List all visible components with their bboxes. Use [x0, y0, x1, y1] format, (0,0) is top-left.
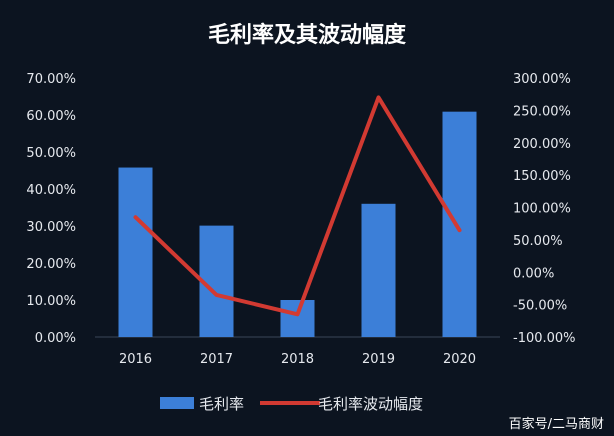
y-left-tick-label: 50.00%: [26, 146, 76, 161]
x-tick-label: 2016: [119, 352, 152, 367]
bar: [361, 203, 396, 337]
line-series: [133, 95, 462, 317]
chart-title: 毛利率及其波动幅度: [208, 22, 407, 48]
y-right-tick-label: 100.00%: [513, 202, 571, 217]
bar: [442, 111, 477, 337]
legend: 毛利率 毛利率波动幅度: [160, 395, 423, 413]
y-right-tick-label: -100.00%: [513, 331, 576, 346]
x-tick-label: 2018: [281, 352, 314, 367]
y-right-tick-label: 250.00%: [513, 104, 571, 119]
legend-label-bar: 毛利率: [199, 395, 244, 413]
y-right-tick-label: 200.00%: [513, 137, 571, 152]
watermark: 百家号/二马商财: [509, 416, 604, 432]
y-left-tick-label: 40.00%: [26, 183, 76, 198]
x-tick-label: 2019: [362, 352, 395, 367]
left-axis-ticks: 0.00% 10.00% 20.00% 30.00% 40.00% 50.00% 60.00…: [26, 72, 76, 346]
y-left-tick-label: 30.00%: [26, 220, 76, 235]
x-axis-ticks: 2016 2017 2018 2019 2020: [119, 352, 476, 367]
bar-series: [118, 111, 477, 337]
y-right-tick-label: -50.00%: [513, 299, 567, 314]
y-left-tick-label: 20.00%: [26, 257, 76, 272]
y-left-tick-label: 10.00%: [26, 294, 76, 309]
legend-swatch-bar: [160, 397, 194, 409]
x-tick-label: 2017: [200, 352, 233, 367]
legend-label-line: 毛利率波动幅度: [318, 395, 423, 413]
y-right-tick-label: 50.00%: [513, 234, 563, 249]
y-right-tick-label: 300.00%: [513, 72, 571, 87]
y-left-tick-label: 70.00%: [26, 72, 76, 87]
y-right-tick-label: 150.00%: [513, 169, 571, 184]
y-right-tick-label: 0.00%: [513, 266, 554, 281]
y-left-tick-label: 0.00%: [35, 331, 76, 346]
bar: [118, 167, 153, 337]
bar: [280, 300, 315, 337]
x-tick-label: 2020: [443, 352, 476, 367]
right-axis-ticks: -100.00% -50.00% 0.00% 50.00% 100.00% 150.00%…: [513, 72, 576, 346]
y-left-tick-label: 60.00%: [26, 109, 76, 124]
